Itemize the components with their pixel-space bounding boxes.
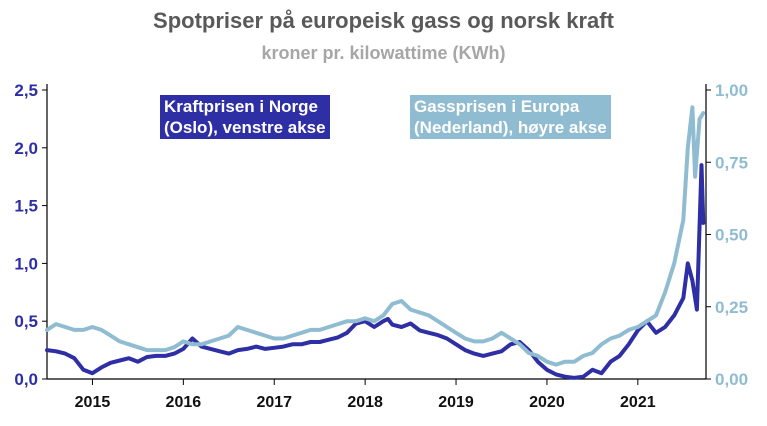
series-line-gass [45, 105, 706, 367]
y-left-tick-label: 2,5 [14, 81, 38, 100]
legend-gass: Gassprisen i Europa (Nederland), høyre a… [410, 95, 611, 139]
series-line-kraft [45, 163, 706, 380]
y-right-tick-label: 1,00 [715, 81, 748, 100]
y-right-tick-label: 0,25 [715, 298, 748, 317]
legend-gass-line1: Gassprisen i Europa [414, 97, 580, 116]
y-right-tick-label: 0,50 [715, 226, 748, 245]
y-right-tick-label: 0,00 [715, 370, 748, 389]
y-left-tick-label: 1,0 [14, 254, 38, 273]
x-tick-label: 2021 [620, 394, 656, 411]
y-left-tick-label: 1,5 [14, 197, 38, 216]
y-left-tick-label: 0,0 [14, 370, 38, 389]
legend-kraft-line1: Kraftprisen i Norge [164, 97, 318, 116]
x-tick-label: 2018 [347, 394, 383, 411]
x-tick-label: 2019 [438, 394, 474, 411]
x-tick-label: 2017 [256, 394, 292, 411]
chart-title: Spotpriser på europeisk gass og norsk kr… [153, 8, 614, 33]
legend-kraft-line2: (Oslo), venstre akse [164, 118, 326, 137]
x-tick-label: 2015 [75, 394, 111, 411]
x-tick-label: 2016 [166, 394, 202, 411]
x-tick-label: 2020 [529, 394, 565, 411]
y-left-tick-label: 0,5 [14, 312, 38, 331]
y-right-tick-label: 0,75 [715, 153, 748, 172]
legend-gass-line2: (Nederland), høyre akse [414, 118, 607, 137]
chart-subtitle: kroner pr. kilowattime (KWh) [261, 43, 506, 63]
legend-kraft: Kraftprisen i Norge (Oslo), venstre akse [160, 95, 330, 139]
y-left-tick-label: 2,0 [14, 139, 38, 158]
